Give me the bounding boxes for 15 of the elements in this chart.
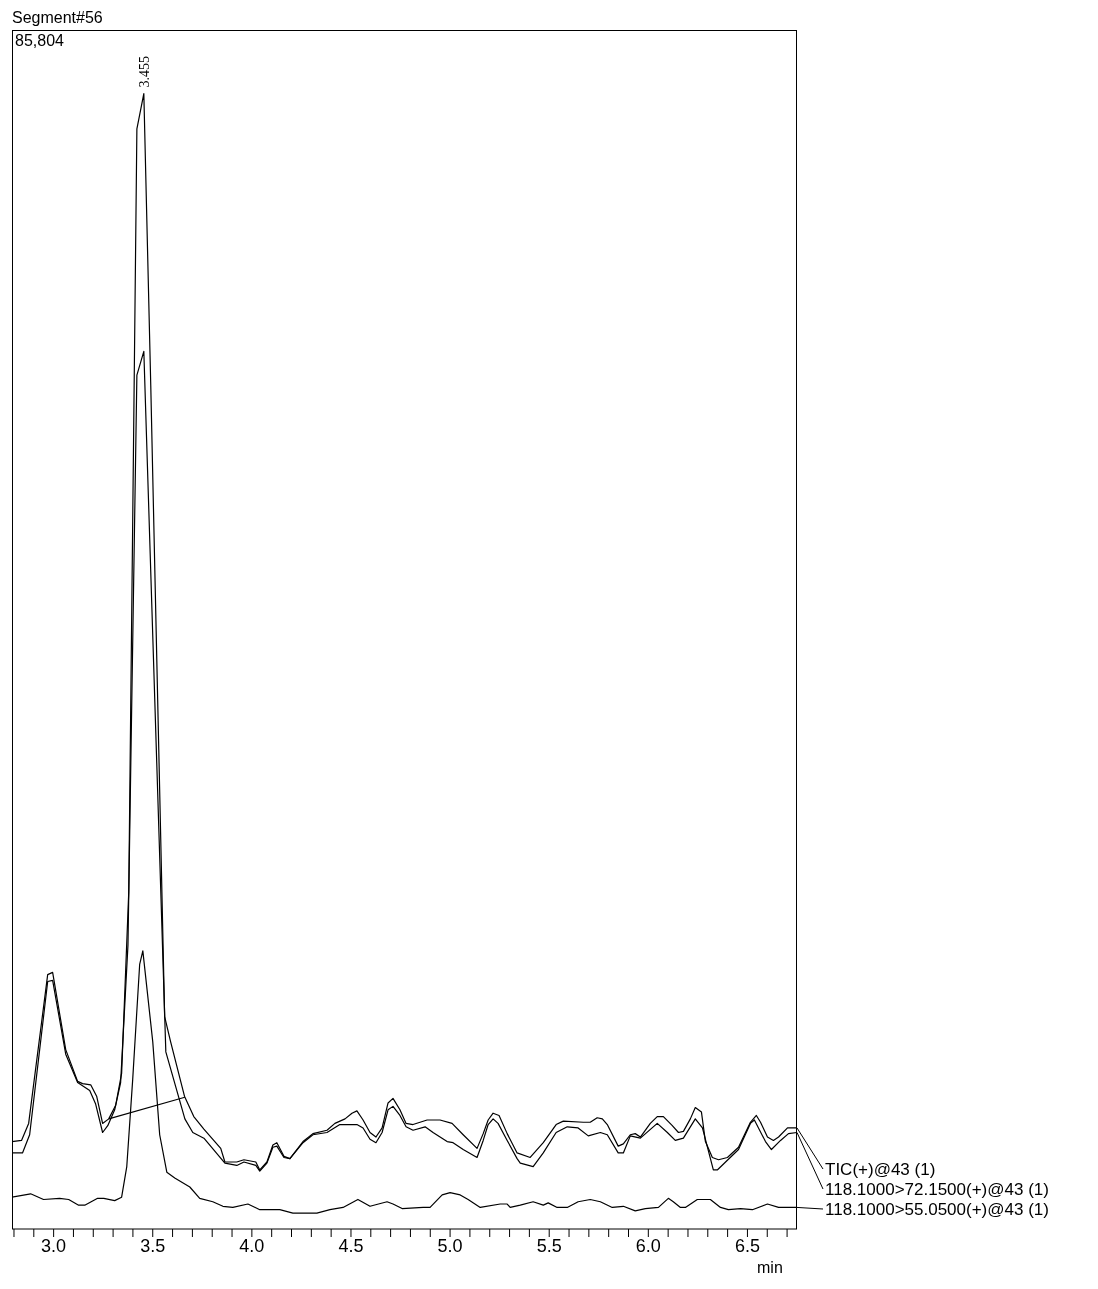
text: TIC(+)@43 (1) bbox=[825, 1160, 936, 1179]
x-axis-title: min bbox=[757, 1259, 783, 1277]
annotation: 3.455 bbox=[136, 56, 152, 88]
chart-title: Segment#56 bbox=[12, 9, 103, 27]
text: 85,804 bbox=[15, 32, 64, 50]
x-tick-label: 5.5 bbox=[536, 1235, 562, 1256]
x-tick-label: 4.5 bbox=[338, 1235, 364, 1256]
x-tick-label: 5.0 bbox=[437, 1235, 463, 1256]
x-tick-label: 3.0 bbox=[41, 1235, 67, 1256]
text: 118.1000>72.1500(+)@43 (1) bbox=[825, 1180, 1049, 1199]
x-tick-label: 6.0 bbox=[635, 1235, 661, 1256]
x-tick-label: 4.0 bbox=[239, 1235, 265, 1256]
x-tick-label: 3.5 bbox=[140, 1235, 166, 1256]
x-tick-label: 6.5 bbox=[734, 1235, 760, 1256]
legend-label: 118.1000>55.0500(+)@43 (1) bbox=[825, 1200, 1049, 1219]
